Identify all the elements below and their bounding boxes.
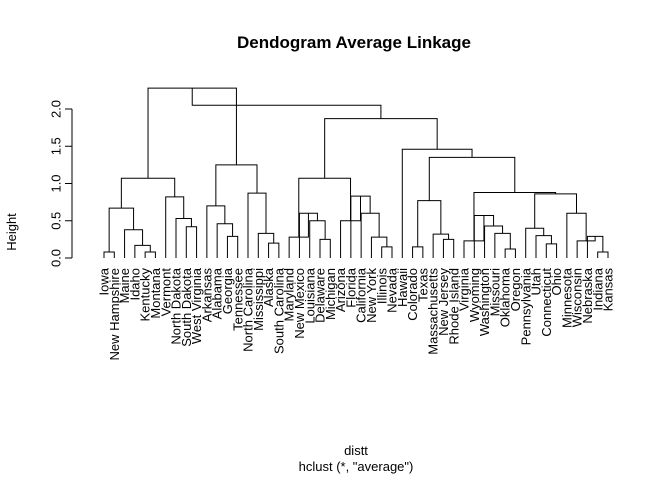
merge-link-10: [216, 223, 234, 258]
leaf-label: Texas: [415, 268, 430, 302]
chart-title: Dendogram Average Linkage: [237, 33, 471, 52]
merge-link-12: [268, 242, 280, 258]
leaf-label: South Dakota: [179, 267, 194, 347]
merge-link-15: [215, 164, 258, 206]
leaf-label: Wisconsin: [570, 268, 585, 327]
merge-link-0: [103, 251, 115, 258]
leaf-label: Idaho: [127, 268, 142, 301]
leaf-label: Kansas: [601, 268, 616, 312]
leaf-label: Oklahoma: [498, 267, 513, 327]
merge-link-1: [144, 251, 156, 258]
leaf-label: Kentucky: [138, 268, 153, 322]
leaf-label: New Hampshire: [107, 268, 122, 360]
leaf-label: Massachusetts: [426, 268, 441, 355]
chart-subtitle: hclust (*, "average"): [299, 459, 414, 474]
leaf-label: New York: [364, 268, 379, 323]
leaf-label: North Carolina: [241, 267, 256, 352]
leaf-label: Utah: [529, 268, 544, 295]
leaf-label: Illinois: [374, 268, 389, 305]
leaf-label: Rhode Island: [446, 268, 461, 345]
leaf-label: Iowa: [97, 267, 112, 295]
merge-link-42: [566, 212, 587, 258]
y-axis-label: Height: [4, 213, 19, 251]
merge-link-47: [324, 118, 438, 179]
leaf-label: Montana: [148, 267, 163, 318]
leaf-label: Louisiana: [302, 267, 317, 323]
leaf-label: New Mexico: [292, 268, 307, 339]
y-tick-label: 1.5: [49, 137, 64, 155]
leaf-label: Minnesota: [559, 267, 574, 328]
leaf-label: Maryland: [282, 268, 297, 321]
merge-link-33: [484, 225, 504, 258]
merge-link-32: [494, 232, 511, 258]
y-tick-label: 2.0: [49, 100, 64, 118]
leaf-label: Arkansas: [199, 268, 214, 323]
leaf-label: Tennessee: [230, 268, 245, 331]
merge-link-43: [534, 193, 577, 229]
leaf-label: Nevada: [385, 267, 400, 313]
merge-link-8: [120, 177, 176, 209]
merge-link-22: [370, 236, 388, 258]
merge-link-28: [442, 238, 455, 258]
leaf-label: Wyoming: [467, 268, 482, 322]
leaf-label: Missouri: [487, 268, 502, 317]
merge-link-11: [206, 205, 226, 258]
merge-link-38: [525, 227, 545, 258]
merge-link-45: [428, 156, 516, 201]
merge-link-14: [247, 192, 267, 258]
leaf-label: Georgia: [220, 267, 235, 314]
leaf-label: Ohio: [549, 268, 564, 295]
leaf-label: West Virginia: [189, 267, 204, 344]
merge-link-9: [226, 235, 239, 258]
leaf-label: New Jersey: [436, 268, 451, 336]
leaf-label: Alaska: [261, 267, 276, 307]
merge-link-21: [381, 246, 393, 258]
y-axis: 0.0 0.5 1.0 1.5 2.0: [49, 100, 73, 267]
merge-link-29: [432, 233, 450, 258]
dendrogram-tree: [103, 87, 609, 258]
merge-link-27: [412, 246, 424, 258]
leaf-label: Pennsylvania: [518, 267, 533, 345]
leaf-label: Oregon: [508, 268, 523, 311]
leaf-label: Nebraska: [580, 267, 595, 323]
merge-link-39: [597, 251, 609, 258]
leaf-label: Delaware: [313, 268, 328, 323]
y-tick-label: 1.0: [49, 174, 64, 192]
merge-link-30: [417, 200, 442, 247]
leaf-label: Arizona: [333, 267, 348, 312]
leaf-label: Florida: [343, 267, 358, 308]
leaf-label: South Carolina: [271, 267, 286, 354]
merge-link-5: [185, 226, 198, 258]
leaf-label: California: [354, 267, 369, 323]
merge-link-31: [504, 248, 516, 258]
merge-link-3: [124, 229, 144, 258]
leaf-label: Connecticut: [539, 268, 554, 337]
leaf-label: Indiana: [590, 267, 605, 310]
y-tick-label: 0.0: [49, 249, 64, 267]
leaf-label: North Dakota: [169, 267, 184, 344]
merge-link-48: [191, 88, 382, 119]
merge-link-36: [545, 243, 558, 258]
leaf-label: Mississippi: [251, 268, 266, 331]
leaf-label: Washington: [477, 268, 492, 336]
merge-link-6: [175, 218, 192, 258]
leaf-label: Michigan: [323, 268, 338, 320]
merge-link-7: [165, 196, 185, 258]
leaf-label: Alabama: [210, 267, 225, 319]
x-axis-label: distt: [344, 443, 368, 458]
leaf-label: Hawaii: [395, 268, 410, 307]
merge-link-37: [535, 235, 552, 258]
merge-link-13: [257, 232, 275, 258]
merge-link-17: [319, 238, 331, 258]
leaf-label: Virginia: [457, 267, 472, 311]
leaf-label: Colorado: [405, 268, 420, 321]
leaf-label: Vermont: [158, 268, 173, 317]
y-tick-label: 0.5: [49, 212, 64, 230]
merge-link-46: [401, 148, 473, 258]
leaf-label: Maine: [117, 268, 132, 303]
merge-link-23: [360, 212, 380, 258]
